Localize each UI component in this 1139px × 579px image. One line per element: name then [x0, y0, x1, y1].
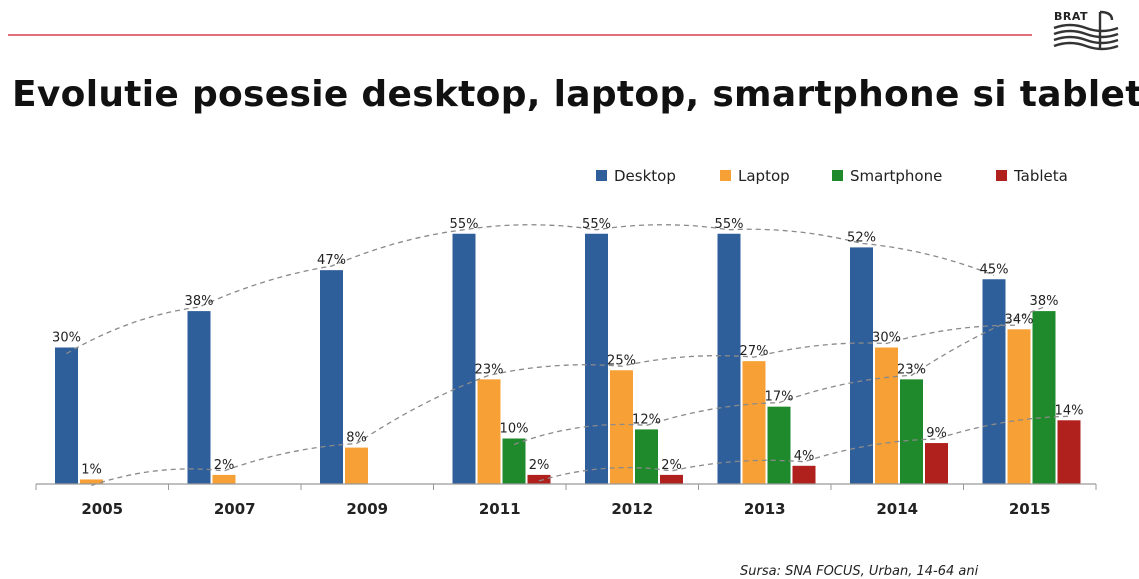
bar-desktop-2009 — [320, 270, 343, 484]
bar-desktop-2014 — [850, 247, 873, 484]
trendline-smartphone — [513, 306, 1045, 446]
bar-laptop-2013 — [742, 361, 766, 484]
value-label-smartphone-2012: 12% — [632, 412, 661, 427]
value-label-desktop-2011: 55% — [450, 217, 479, 232]
value-label-laptop-2015: 34% — [1005, 312, 1034, 327]
value-label-desktop-2005: 30% — [52, 331, 81, 346]
bar-desktop-2013 — [717, 233, 741, 484]
value-label-laptop-2005: 1% — [81, 462, 102, 477]
bar-desktop-2015 — [982, 279, 1006, 484]
x-tick-label-2014: 2014 — [876, 500, 918, 518]
value-label-tableta-2013: 4% — [794, 449, 815, 464]
bar-smartphone-2011 — [502, 438, 526, 484]
value-label-desktop-2007: 38% — [185, 294, 214, 309]
source-note: Sursa: SNA FOCUS, Urban, 14-64 ani — [740, 564, 979, 579]
bar-tableta-2013 — [792, 465, 816, 484]
legend-swatch-laptop — [720, 170, 731, 181]
bar-laptop-2007 — [212, 474, 236, 484]
bar-smartphone-2015 — [1032, 311, 1056, 484]
bar-tableta-2011 — [527, 474, 551, 484]
x-tick-label-2009: 2009 — [346, 500, 388, 518]
legend-swatch-smartphone — [832, 170, 843, 181]
value-label-smartphone-2013: 17% — [765, 390, 794, 405]
bar-laptop-2009 — [345, 447, 368, 484]
x-tick-label-2005: 2005 — [81, 500, 123, 518]
trendline-laptop — [91, 324, 1020, 487]
value-label-desktop-2013: 55% — [715, 217, 744, 232]
trendline-desktop — [66, 224, 995, 355]
header-rule — [8, 34, 1032, 36]
bar-desktop-2007 — [187, 311, 211, 484]
bar-chart: 30% 38% 47% 55% 55% 55% 52% 45% 1% 2% 8% 23% 25% 27% 3… — [35, 167, 1097, 518]
bar-smartphone-2013 — [767, 406, 791, 484]
bar-tableta-2012 — [660, 474, 683, 484]
value-label-smartphone-2015: 38% — [1030, 294, 1059, 309]
bar-laptop-2011 — [477, 379, 501, 484]
value-label-laptop-2007: 2% — [214, 458, 235, 473]
value-label-desktop-2014: 52% — [847, 230, 876, 245]
value-label-tableta-2011: 2% — [529, 458, 550, 473]
value-label-desktop-2012: 55% — [582, 217, 611, 232]
bar-laptop-2014 — [875, 347, 898, 484]
page-title: Evolutie posesie desktop, laptop, smartp… — [12, 74, 1139, 115]
bar-tableta-2015 — [1057, 420, 1081, 484]
x-tick-label-2013: 2013 — [744, 500, 786, 518]
x-tick-label-2012: 2012 — [611, 500, 653, 518]
value-label-tableta-2012: 2% — [661, 458, 682, 473]
value-label-laptop-2013: 27% — [740, 344, 769, 359]
value-label-tableta-2014: 9% — [926, 426, 947, 441]
trendline-tableta — [538, 415, 1070, 482]
value-label-laptop-2014: 30% — [872, 331, 901, 346]
value-label-laptop-2009: 8% — [346, 431, 367, 446]
bar-smartphone-2014 — [900, 379, 923, 484]
logo-text: BRAT — [1054, 10, 1089, 23]
x-tick-label-2015: 2015 — [1009, 500, 1051, 518]
bar-tableta-2014 — [925, 443, 948, 484]
bar-laptop-2012 — [610, 370, 633, 484]
value-label-desktop-2015: 45% — [980, 262, 1009, 277]
bar-desktop-2005 — [55, 347, 78, 484]
bar-smartphone-2012 — [635, 429, 658, 484]
value-label-laptop-2011: 23% — [475, 362, 504, 377]
x-tick-label-2011: 2011 — [479, 500, 521, 518]
brat-logo: BRAT — [1050, 8, 1130, 54]
value-label-tableta-2015: 14% — [1055, 403, 1084, 418]
value-label-laptop-2012: 25% — [607, 353, 636, 368]
legend-swatch-desktop — [596, 170, 607, 181]
x-tick-label-2007: 2007 — [214, 500, 256, 518]
legend-label-tableta: Tableta — [1013, 167, 1068, 185]
bar-laptop-2015 — [1007, 329, 1031, 484]
legend-swatch-tableta — [996, 170, 1007, 181]
bar-laptop-2005 — [80, 479, 103, 484]
value-label-smartphone-2011: 10% — [500, 422, 529, 437]
bar-desktop-2012 — [585, 233, 608, 484]
value-label-desktop-2009: 47% — [317, 253, 346, 268]
value-label-smartphone-2014: 23% — [897, 362, 926, 377]
legend-label-laptop: Laptop — [738, 167, 790, 185]
legend-label-smartphone: Smartphone — [850, 167, 942, 185]
legend-label-desktop: Desktop — [614, 167, 676, 185]
bar-desktop-2011 — [452, 233, 476, 484]
